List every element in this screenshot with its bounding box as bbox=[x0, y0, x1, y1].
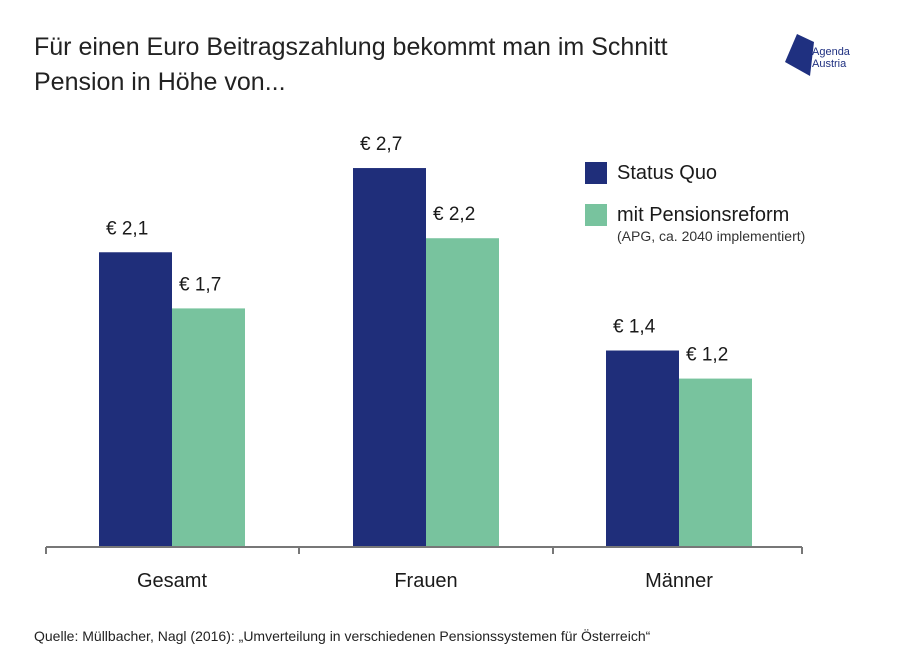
agenda-austria-logo-icon bbox=[785, 34, 814, 76]
data-label-gesamt-series-1: € 1,7 bbox=[179, 274, 221, 295]
title-line-1: Für einen Euro Beitragszahlung bekommt m… bbox=[34, 33, 668, 61]
bar-frauen-series-0 bbox=[353, 168, 426, 548]
chart-title: Für einen Euro Beitragszahlung bekommt m… bbox=[34, 30, 754, 100]
category-label-1: Frauen bbox=[394, 570, 457, 592]
data-label-männer-series-0: € 1,4 bbox=[613, 317, 656, 338]
bar-gesamt-series-0 bbox=[99, 252, 172, 547]
legend-note-pensionsreform: (APG, ca. 2040 implementiert) bbox=[617, 228, 806, 244]
data-label-männer-series-1: € 1,2 bbox=[686, 345, 728, 366]
legend-label-status-quo: Status Quo bbox=[617, 162, 718, 184]
logo-text: Agenda Austria bbox=[812, 46, 850, 70]
category-label-0: Gesamt bbox=[137, 570, 207, 592]
data-label-gesamt-series-0: € 2,1 bbox=[106, 218, 148, 239]
logo-line-1: Agenda bbox=[812, 46, 850, 58]
logo-line-2: Austria bbox=[812, 58, 847, 70]
legend-label-pensionsreform: mit Pensionsreform bbox=[617, 204, 790, 226]
data-label-frauen-series-0: € 2,7 bbox=[360, 134, 402, 155]
title-line-2: Pension in Höhe von... bbox=[34, 68, 286, 96]
bar-männer-series-1 bbox=[679, 378, 752, 547]
category-label-2: Männer bbox=[645, 570, 713, 592]
bar-männer-series-0 bbox=[606, 350, 679, 547]
data-label-frauen-series-1: € 2,2 bbox=[433, 204, 475, 225]
bar-gesamt-series-1 bbox=[172, 308, 245, 547]
legend-swatch-pensionsreform bbox=[585, 204, 607, 226]
bar-frauen-series-1 bbox=[426, 238, 499, 547]
source-note: Quelle: Müllbacher, Nagl (2016): „Umvert… bbox=[34, 628, 651, 644]
legend-swatch-status-quo bbox=[585, 162, 607, 184]
